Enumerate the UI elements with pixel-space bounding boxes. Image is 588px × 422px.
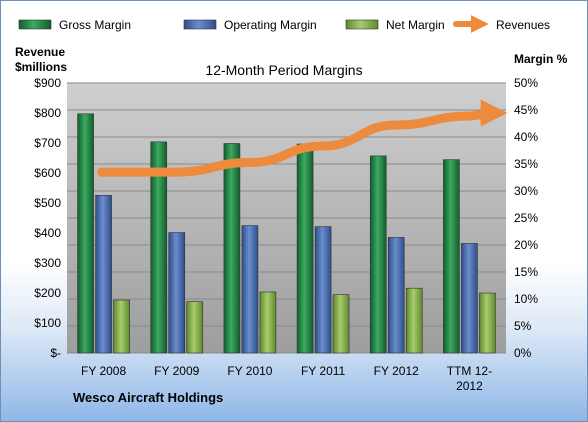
bar-net-margin <box>186 301 204 354</box>
x-tick-label: FY 2008 <box>81 364 126 378</box>
bar-gross-margin <box>296 143 314 354</box>
bar-net-margin <box>113 299 130 354</box>
gridlines <box>67 82 506 354</box>
x-tick-label: 2012 <box>456 379 483 393</box>
x-ticks: FY 2008 FY 2009 FY 2010 FY 2011 FY 2012 TTM 1… <box>81 364 492 393</box>
x-tick-label: FY 2009 <box>154 364 199 378</box>
bar-gross-margin <box>443 159 460 354</box>
company-name: Wesco Aircraft Holdings <box>73 390 223 405</box>
y-left-tick-label: $200 <box>34 286 61 300</box>
y-left-tick-label: $100 <box>34 316 61 330</box>
bar-operating-margin <box>95 195 112 354</box>
y-right-tick-label: 50% <box>514 76 538 90</box>
y-left-tick-label: $300 <box>34 256 61 270</box>
y-left-tick-label: $500 <box>34 196 61 210</box>
chart-title: 12-Month Period Margins <box>205 62 362 78</box>
y-left-tick-label: $700 <box>34 136 61 150</box>
bar-gross-margin <box>223 143 241 354</box>
bars <box>77 113 496 354</box>
bar-net-margin <box>259 291 277 354</box>
bar-operating-margin <box>461 243 478 354</box>
y-left-label-line-1: Revenue <box>15 45 65 59</box>
revenue-line <box>97 99 508 177</box>
bar-net-margin <box>479 292 496 354</box>
legend-label: Revenues <box>496 18 550 32</box>
bar-gross-margin <box>150 141 168 354</box>
bar-operating-margin <box>314 226 332 354</box>
y-left-tick-label: $400 <box>34 226 61 240</box>
y-right-label: Margin % <box>514 52 568 66</box>
y-right-tick-label: 15% <box>514 265 538 279</box>
y-right-tick-label: 35% <box>514 157 538 171</box>
y-left-tick-label: $600 <box>34 166 61 180</box>
y-right-tick-label: 10% <box>514 292 538 306</box>
y-right-tick-label: 30% <box>514 184 538 198</box>
y-left-ticks: $- $100 $200 $300 $400 $500 $600 $700 $800 $900 <box>34 76 61 360</box>
y-left-tick-label: $800 <box>34 106 61 120</box>
legend: Gross Margin Operating Margin Net Margin Re… <box>18 15 550 33</box>
y-right-tick-label: 20% <box>514 238 538 252</box>
bar-gross-margin <box>369 155 387 354</box>
legend-label: Net Margin <box>386 18 445 32</box>
y-right-tick-label: 5% <box>514 319 532 333</box>
bar-operating-margin <box>241 225 259 354</box>
y-right-tick-label: 45% <box>514 103 538 117</box>
bar-operating-margin <box>387 237 405 354</box>
legend-swatch <box>345 19 379 30</box>
y-left-tick-label: $- <box>50 346 61 360</box>
x-tick-label: FY 2010 <box>227 364 272 378</box>
legend-swatch <box>183 19 217 30</box>
y-left-label-line-2: $millions <box>15 60 67 74</box>
x-tick-label: TTM 12- <box>447 364 492 378</box>
y-right-tick-label: 25% <box>514 211 538 225</box>
legend-label: Operating Margin <box>224 18 317 32</box>
x-tick-label: FY 2011 <box>301 364 346 378</box>
legend-label: Gross Margin <box>59 18 131 32</box>
bar-gross-margin <box>77 113 94 354</box>
bar-operating-margin <box>168 232 186 354</box>
bar-net-margin <box>332 294 350 354</box>
bar-net-margin <box>405 287 423 354</box>
y-right-tick-label: 0% <box>514 346 532 360</box>
legend-swatch <box>18 19 52 30</box>
y-right-ticks: 0% 5% 10% 15% 20% 25% 30% 35% 40% 45% 50% <box>514 76 538 360</box>
y-left-tick-label: $900 <box>34 76 61 90</box>
x-tick-label: FY 2012 <box>374 364 419 378</box>
y-right-tick-label: 40% <box>514 130 538 144</box>
revenue-line-layer <box>97 99 508 177</box>
